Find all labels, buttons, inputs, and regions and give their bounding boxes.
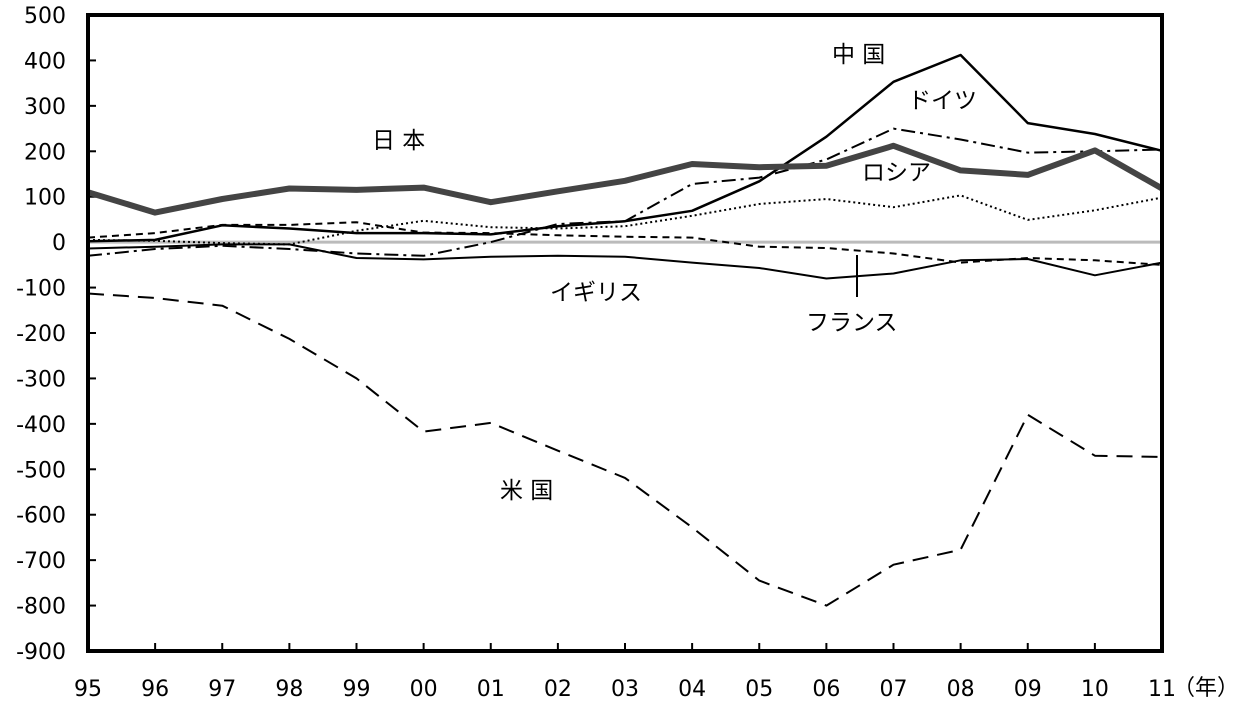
x-axis-unit-label: （年） — [1173, 676, 1239, 701]
x-tick-label: 07 — [880, 677, 908, 702]
x-tick-label: 04 — [678, 677, 706, 702]
x-tick-label: 02 — [544, 677, 572, 702]
series-label-france: フランス — [806, 310, 898, 336]
y-axis-tick-labels: 500 400 300 200 100 0 -100 -200 -300 -400 -500 -600… — [16, 4, 66, 665]
x-tick-label: 96 — [141, 677, 169, 702]
y-tick-label: 500 — [24, 4, 66, 29]
series-line — [87, 142, 1164, 216]
series-line — [87, 194, 1163, 246]
series-line — [87, 243, 1163, 280]
x-tick-label: 05 — [745, 677, 773, 702]
series-label-china: 中 国 — [832, 42, 885, 68]
series-label-germany: ドイツ — [908, 88, 977, 114]
y-tick-label: 300 — [24, 95, 66, 120]
y-tick-label: 200 — [24, 140, 66, 165]
x-tick-label: 09 — [1014, 677, 1042, 702]
x-tick-label: 01 — [477, 677, 505, 702]
y-tick-label: -200 — [16, 322, 66, 347]
y-tick-label: -100 — [16, 277, 66, 302]
x-tick-label: 03 — [611, 677, 639, 702]
y-tick-label: -600 — [16, 504, 66, 529]
y-tick-label: -900 — [16, 640, 66, 665]
series-lines — [87, 53, 1164, 607]
x-tick-label: 11 — [1148, 677, 1176, 702]
x-tick-label: 98 — [275, 677, 303, 702]
series-label-usa: 米 国 — [500, 478, 553, 504]
series-line — [87, 53, 1163, 243]
x-tick-label: 08 — [947, 677, 975, 702]
series-label-japan: 日 本 — [372, 128, 425, 154]
y-tick-label: -300 — [16, 367, 66, 392]
series-label-uk: イギリス — [550, 280, 642, 306]
x-tick-label: 00 — [410, 677, 438, 702]
x-tick-label: 97 — [208, 677, 236, 702]
y-tick-label: -700 — [16, 549, 66, 574]
x-tick-label: 06 — [812, 677, 840, 702]
y-tick-label: 0 — [52, 231, 66, 256]
y-tick-label: -800 — [16, 595, 66, 620]
x-axis-tick-labels: 95 96 97 98 99 00 01 02 03 04 05 06 07 08 09 10 11 — [74, 677, 1176, 702]
x-tick-label: 99 — [343, 677, 371, 702]
y-tick-label: 400 — [24, 49, 66, 74]
x-tick-label: 10 — [1081, 677, 1109, 702]
y-tick-label: -400 — [16, 413, 66, 438]
series-label-russia: ロシア — [862, 160, 931, 186]
plot-frame — [86, 13, 1164, 653]
series-line — [87, 292, 1163, 607]
y-tick-label: -500 — [16, 458, 66, 483]
y-tick-label: 100 — [24, 186, 66, 211]
x-tick-label: 95 — [74, 677, 102, 702]
